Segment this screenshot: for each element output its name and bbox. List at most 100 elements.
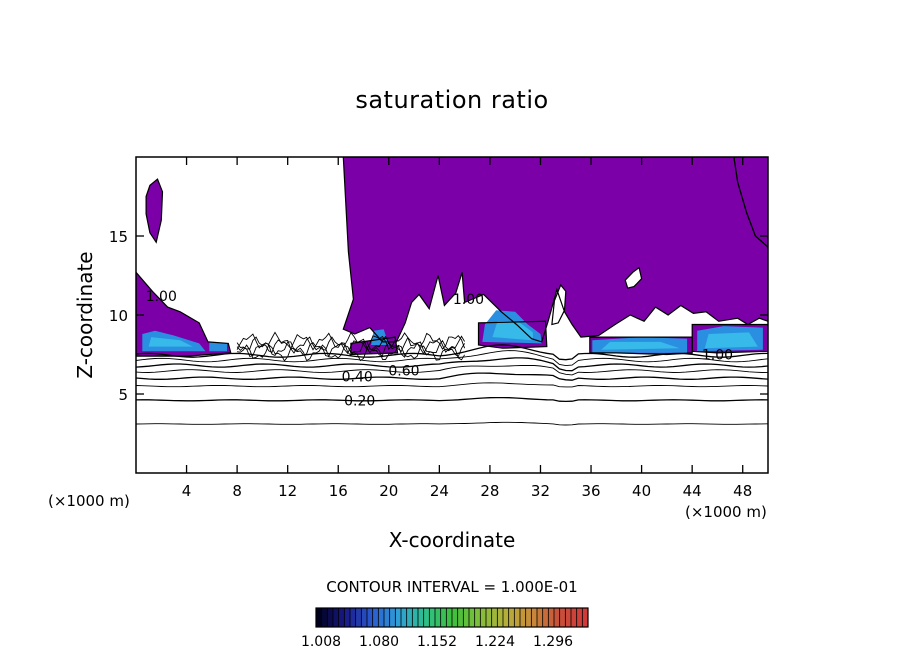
contour-line	[691, 323, 768, 354]
colorbar-label: 1.296	[533, 634, 573, 650]
colorbar-cell	[559, 608, 566, 627]
colorbar-cell	[548, 608, 555, 627]
colorbar-cell	[355, 608, 362, 627]
supersaturated-core	[704, 332, 758, 349]
contour-label: 0.60	[388, 363, 419, 379]
x-tick-label: 24	[430, 482, 449, 500]
x-tick-label: 16	[329, 482, 348, 500]
x-axis-label: X-coordinate	[389, 528, 516, 552]
colorbar-cell	[531, 608, 538, 627]
contour-lines	[136, 157, 768, 426]
y-axis: 5 10 15	[109, 228, 768, 404]
colorbar-cell	[435, 608, 441, 627]
colorbar-label: 1.008	[301, 634, 341, 650]
colorbar	[315, 607, 589, 628]
x-tick-label: 20	[379, 482, 398, 500]
contour-line	[136, 382, 768, 388]
colorbar-cell	[525, 608, 532, 627]
colorbar-cell	[338, 608, 345, 627]
colorbar-cell	[469, 608, 475, 627]
saturated-region	[146, 179, 163, 243]
colorbar-cell	[457, 608, 464, 627]
colorbar-cell	[463, 608, 470, 627]
x-tick-label: 32	[531, 482, 550, 500]
colorbar-cell	[508, 608, 515, 627]
contour-labels: 0.20 0.40 0.60 1.00 1.00 1.00	[146, 289, 733, 409]
colorbar-cell	[333, 608, 339, 627]
colorbar-cell	[582, 608, 589, 627]
x-tick-label: 12	[278, 482, 297, 500]
colorbar-cell	[316, 608, 322, 627]
plot-area	[136, 157, 768, 357]
colorbar-cell	[350, 608, 356, 627]
colorbar-frame	[315, 607, 589, 628]
colorbar-cell	[520, 608, 526, 627]
colorbar-cell	[542, 608, 549, 627]
colorbar-cell	[497, 608, 504, 627]
y-axis-label: Z-coordinate	[73, 251, 97, 378]
colorbar-cell	[406, 608, 413, 627]
contour-label: 1.00	[146, 289, 177, 305]
colorbar-cell	[491, 608, 498, 627]
x-tick-label: 44	[683, 482, 702, 500]
contour-label: 1.00	[453, 292, 484, 308]
chart-title: saturation ratio	[355, 86, 549, 114]
x-axis: 4 8 12 16 20 24 28 32 36 40 44 48	[182, 157, 752, 500]
x-unit-right: (×1000 m)	[685, 503, 767, 521]
x-tick-label: 4	[182, 482, 192, 500]
contour-label: 1.00	[702, 348, 733, 364]
colorbar-cell	[401, 608, 407, 627]
colorbar-label: 1.224	[475, 634, 515, 650]
contour-line	[136, 271, 232, 357]
colorbar-cell	[429, 608, 436, 627]
contour-line	[136, 350, 768, 367]
contour-line	[236, 339, 465, 358]
x-tick-label: 40	[632, 482, 651, 500]
contour-line	[136, 421, 768, 426]
colorbar-cell	[423, 608, 430, 627]
colorbar-cell	[440, 608, 447, 627]
colorbar-cell	[395, 608, 402, 627]
colorbar-cell	[389, 608, 396, 627]
colorbar-cell	[474, 608, 481, 627]
colorbar-cell	[480, 608, 487, 627]
supersaturated-core	[601, 341, 680, 350]
colorbar-cell	[327, 608, 334, 627]
x-tick-label: 48	[733, 482, 752, 500]
subsaturated-hole	[624, 266, 643, 289]
contour-line	[136, 372, 768, 381]
x-tick-label: 36	[581, 482, 600, 500]
y-tick-label: 15	[109, 228, 128, 246]
colorbar-cell	[571, 608, 577, 627]
colorbar-label: 1.080	[359, 634, 399, 650]
colorbar-cell	[554, 608, 560, 627]
contour-line	[342, 157, 768, 343]
colorbar-labels: 1.008 1.080 1.152 1.224 1.296	[301, 634, 573, 650]
colorbar-cell	[367, 608, 373, 627]
contour-line	[145, 178, 164, 244]
colorbar-cell	[361, 608, 368, 627]
colorbar-cell	[384, 608, 390, 627]
colorbar-cell	[321, 608, 328, 627]
colorbar-cell	[503, 608, 509, 627]
contour-line	[477, 320, 548, 349]
colorbar-cell	[576, 608, 583, 627]
x-unit-left: (×1000 m)	[48, 492, 130, 510]
y-tick-label: 5	[118, 386, 128, 404]
colorbar-cell	[418, 608, 424, 627]
colorbar-cell	[537, 608, 543, 627]
supersaturated-core	[492, 321, 533, 341]
contour-line	[350, 336, 399, 356]
colorbar-label: 1.152	[417, 634, 457, 650]
colorbar-cell	[378, 608, 385, 627]
colorbar-cell	[372, 608, 379, 627]
x-tick-label: 8	[232, 482, 242, 500]
contour-label: 0.40	[342, 370, 373, 386]
colorbar-cell	[446, 608, 453, 627]
supersaturated-core	[148, 337, 193, 347]
colorbar-cell	[486, 608, 492, 627]
contour-line	[136, 364, 768, 376]
x-tick-label: 28	[480, 482, 499, 500]
colorbar-cell	[514, 608, 521, 627]
